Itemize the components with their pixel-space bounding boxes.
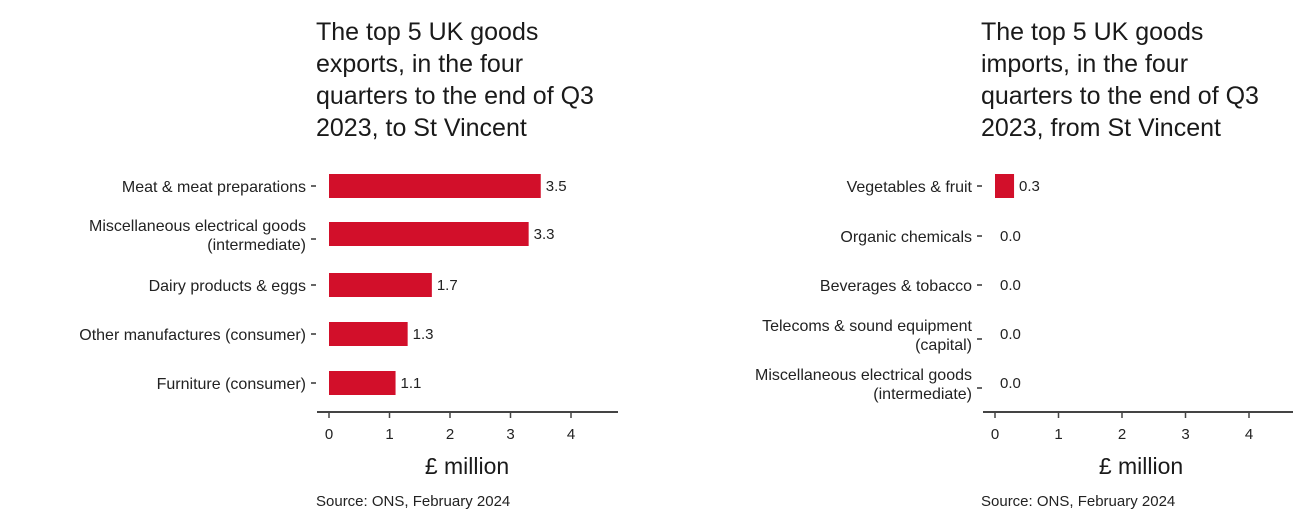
imports-category-label: Organic chemicals (840, 229, 972, 246)
imports-title-line: 2023, from St Vincent (981, 114, 1221, 142)
exports-title-line: exports, in the four (316, 50, 523, 78)
exports-bar (329, 222, 529, 246)
imports-value-label: 0.3 (1019, 178, 1040, 195)
exports-bar (329, 174, 541, 198)
imports-x-tick-label: 2 (1118, 426, 1126, 443)
exports-x-tick-label: 2 (446, 426, 454, 443)
imports-bar (995, 174, 1015, 198)
imports-x-tick-label: 1 (1054, 426, 1062, 443)
exports-x-tick-label: 0 (325, 426, 333, 443)
exports-title-line: quarters to the end of Q3 (316, 82, 594, 110)
exports-value-label: 1.1 (401, 375, 422, 392)
exports-category-label: Dairy products & eggs (149, 278, 306, 295)
exports-category-label: Meat & meat preparations (122, 179, 306, 196)
exports-source: Source: ONS, February 2024 (316, 493, 510, 510)
exports-value-label: 1.7 (437, 277, 458, 294)
imports-category-label: (capital) (915, 337, 972, 354)
imports-value-label: 0.0 (1000, 375, 1021, 392)
exports-category-label: Other manufactures (consumer) (79, 327, 306, 344)
exports-value-label: 3.3 (534, 226, 555, 243)
imports-title-line: imports, in the four (981, 50, 1188, 78)
exports-x-tick-label: 3 (506, 426, 514, 443)
imports-x-tick-label: 4 (1245, 426, 1253, 443)
imports-x-axis-label: £ million (1099, 453, 1183, 479)
exports-title-line: 2023, to St Vincent (316, 114, 527, 142)
exports-category-label: (intermediate) (207, 237, 306, 254)
exports-bar (329, 322, 408, 346)
exports-title-line: The top 5 UK goods (316, 18, 538, 46)
exports-x-axis-label: £ million (425, 453, 509, 479)
imports-category-label: Telecoms & sound equipment (762, 318, 972, 335)
exports-bar (329, 273, 432, 297)
exports-x-tick-label: 1 (385, 426, 393, 443)
imports-category-label: Beverages & tobacco (820, 278, 972, 295)
imports-source: Source: ONS, February 2024 (981, 493, 1175, 510)
exports-category-label: Miscellaneous electrical goods (89, 218, 306, 235)
exports-x-tick-label: 4 (567, 426, 575, 443)
imports-value-label: 0.0 (1000, 277, 1021, 294)
imports-title-line: The top 5 UK goods (981, 18, 1203, 46)
imports-x-tick-label: 3 (1181, 426, 1189, 443)
exports-bar (329, 371, 396, 395)
imports-x-tick-label: 0 (991, 426, 999, 443)
imports-title-line: quarters to the end of Q3 (981, 82, 1259, 110)
imports-category-label: Miscellaneous electrical goods (755, 367, 972, 384)
exports-value-label: 3.5 (546, 178, 567, 195)
imports-value-label: 0.0 (1000, 228, 1021, 245)
imports-category-label: (intermediate) (873, 386, 972, 403)
exports-value-label: 1.3 (413, 326, 434, 343)
exports-category-label: Furniture (consumer) (157, 376, 306, 393)
imports-value-label: 0.0 (1000, 326, 1021, 343)
imports-category-label: Vegetables & fruit (847, 179, 973, 196)
